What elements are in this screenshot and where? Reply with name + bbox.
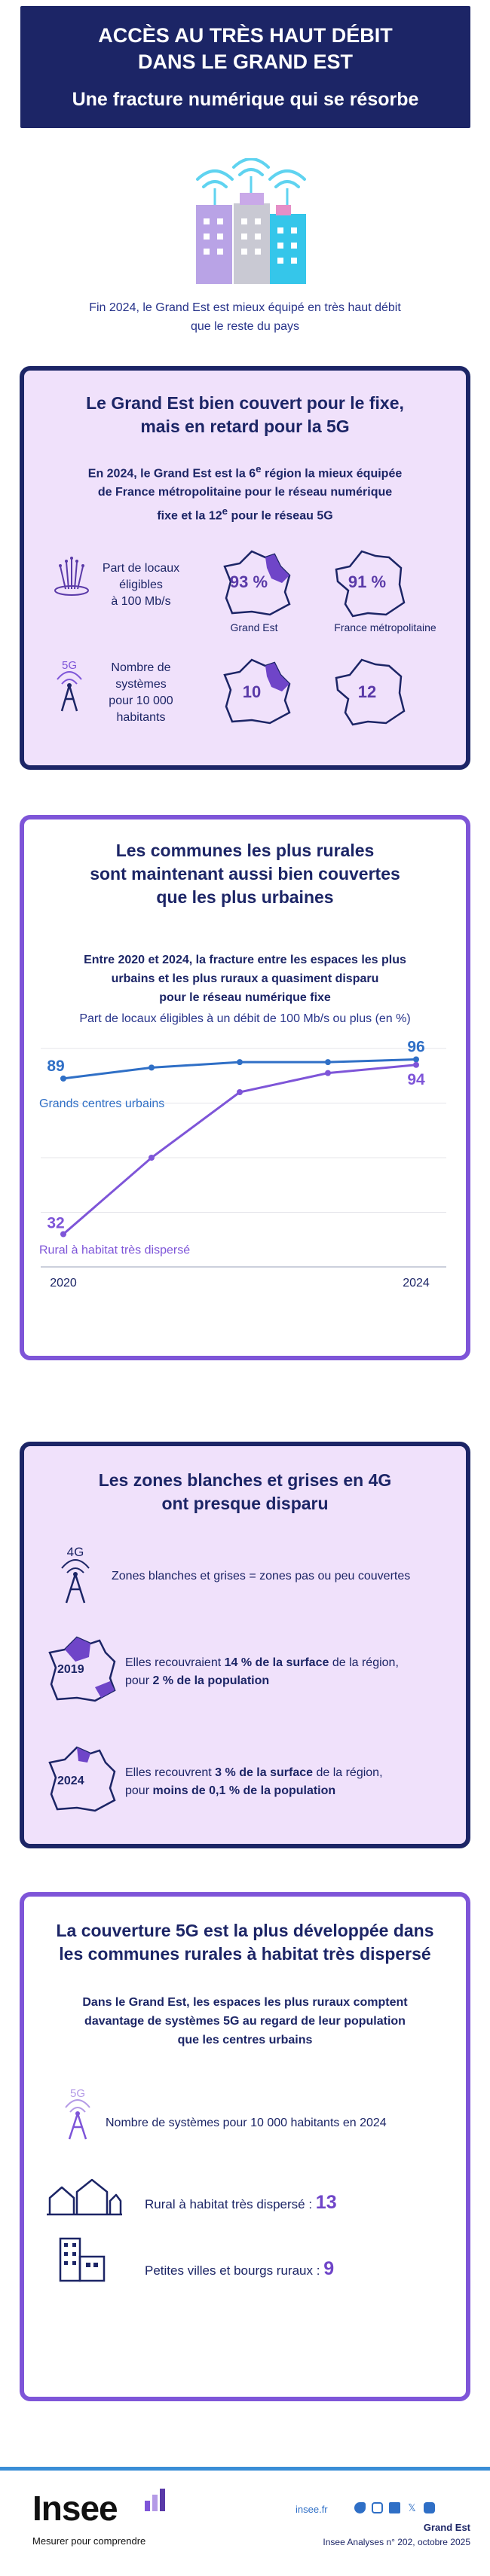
section-5g-panel: La couverture 5G est la plus développée …	[20, 1892, 470, 2401]
page-title: ACCÈS AU TRÈS HAUT DÉBIT DANS LE GRAND E…	[98, 24, 393, 73]
svg-text:5G: 5G	[62, 659, 77, 672]
fixed-metric-label: Part de locaux éligibles à 100 Mb/s	[102, 562, 180, 608]
antenna-5g-icon-2: 5G	[65, 2087, 90, 2140]
section-rural-subtitle: Entre 2020 et 2024, la fracture entre le…	[84, 954, 406, 1004]
fr-5g-value: 12	[357, 682, 377, 701]
france-map-5g	[335, 658, 406, 726]
year-2024: 2024	[57, 1775, 84, 1787]
rural-label: Rural à habitat très dispersé :	[145, 2197, 313, 2211]
coverage-line-chart: 2020 2024 89 96 Grands centres urbains 32 94 Ru…	[39, 1039, 446, 1290]
svg-text:5G: 5G	[70, 2087, 85, 2100]
insee-tagline: Mesurer pour comprendre	[32, 2535, 146, 2547]
section-zones-title: Les zones blanches et grises en 4G ont p…	[98, 1470, 392, 1513]
fr-fixed-value: 91 %	[348, 572, 387, 591]
svg-text:4G: 4G	[67, 1545, 84, 1559]
ge-fixed-value: 93 %	[229, 572, 268, 591]
buildings-illustration	[196, 158, 306, 284]
instagram-icon[interactable]	[372, 2502, 383, 2513]
social-links: 𝕏	[354, 2502, 435, 2513]
section-rural-title: Les communes les plus rurales sont maint…	[90, 841, 400, 907]
data-label: 32	[47, 1215, 64, 1232]
antenna-5g-icon: 5G	[57, 659, 82, 712]
data-point	[149, 1064, 155, 1071]
section-5g-title: La couverture 5G est la plus développée …	[56, 1921, 434, 1964]
data-point	[413, 1061, 419, 1068]
year-2019: 2019	[57, 1663, 84, 1676]
data-point	[149, 1155, 155, 1161]
bluesky-icon[interactable]	[354, 2502, 366, 2513]
rural-metric-row: Rural à habitat très dispersé : 13	[145, 2192, 337, 2214]
header-banner: ACCÈS AU TRÈS HAUT DÉBIT DANS LE GRAND E…	[20, 6, 470, 128]
grand-est-map-5g	[223, 658, 291, 725]
fiveg-metric-text: Nombre de systèmes pour 10 000 habitants…	[106, 2117, 387, 2129]
section-5g-subtitle: Dans le Grand Est, les espaces les plus …	[82, 1996, 408, 2046]
x-tick-label: 2024	[403, 1277, 430, 1290]
data-label: 94	[407, 1071, 425, 1088]
intro-text: Fin 2024, le Grand Est est mieux équipé …	[89, 301, 401, 333]
section-zones-panel: Les zones blanches et grises en 4G ont p…	[20, 1442, 470, 1848]
data-label: 89	[47, 1058, 64, 1075]
rural-value: 13	[315, 2192, 337, 2213]
zones-2019-text: Elles recouvraient 14 % de la surface de…	[125, 1656, 399, 1687]
data-point	[325, 1059, 331, 1066]
footer-divider	[0, 2467, 490, 2471]
france-map-fixed	[335, 550, 406, 618]
insee-bars-logo	[145, 2489, 165, 2511]
insee-logo: Insee	[32, 2489, 118, 2528]
region-label: Grand Est	[423, 2522, 470, 2533]
antenna-4g-icon: 4G	[61, 1545, 90, 1604]
ge-map-label: Grand Est	[230, 621, 278, 633]
page-subtitle: Une fracture numérique qui se résorbe	[72, 89, 419, 110]
publication-label: Insee Analyses n° 202, octobre 2025	[323, 2537, 470, 2547]
fr-map-label: France métropolitaine	[334, 621, 436, 633]
x-tick-label: 2020	[50, 1277, 77, 1290]
data-point	[60, 1075, 66, 1082]
x-icon[interactable]: 𝕏	[408, 2502, 416, 2513]
fiber-icon	[54, 557, 89, 596]
fiveg-metric-label: Nombre de systèmes pour 10 000 habitants	[109, 661, 173, 724]
data-label: 96	[407, 1039, 424, 1056]
small-town-label: Petites villes et bourgs ruraux :	[145, 2263, 320, 2278]
youtube-icon[interactable]	[424, 2502, 435, 2513]
section-coverage-panel: Le Grand Est bien couvert pour le fixe, …	[20, 366, 470, 770]
small-town-value: 9	[323, 2258, 335, 2279]
small-town-icon	[59, 2237, 106, 2282]
data-point	[237, 1059, 243, 1066]
data-point	[325, 1070, 331, 1076]
data-point	[237, 1089, 243, 1095]
section-rural-panel: Les communes les plus rurales sont maint…	[20, 815, 470, 1360]
rural-houses-icon	[47, 2178, 122, 2216]
series-name-label: Grands centres urbains	[39, 1097, 164, 1110]
linkedin-icon[interactable]	[389, 2502, 400, 2513]
small-town-metric-row: Petites villes et bourgs ruraux : 9	[145, 2258, 334, 2280]
data-point	[413, 1056, 419, 1063]
series-name-label: Rural à habitat très dispersé	[39, 1244, 190, 1257]
grand-est-map-fixed	[223, 550, 291, 616]
zones-2024-text: Elles recouvrent 3 % de la surface de la…	[125, 1766, 383, 1797]
chart-caption: Part de locaux éligibles à un débit de 1…	[79, 1012, 411, 1025]
data-point	[60, 1231, 66, 1238]
section-coverage-title: Le Grand Est bien couvert pour le fixe, …	[86, 393, 404, 436]
grand-est-map-2019	[48, 1636, 116, 1702]
zones-definition: Zones blanches et grises = zones pas ou …	[112, 1570, 411, 1583]
section-coverage-subtitle: En 2024, le Grand Est est la 6e région l…	[87, 463, 403, 523]
grand-est-map-2024	[48, 1746, 116, 1812]
ge-5g-value: 10	[242, 682, 262, 701]
site-link[interactable]: insee.fr	[296, 2504, 328, 2515]
